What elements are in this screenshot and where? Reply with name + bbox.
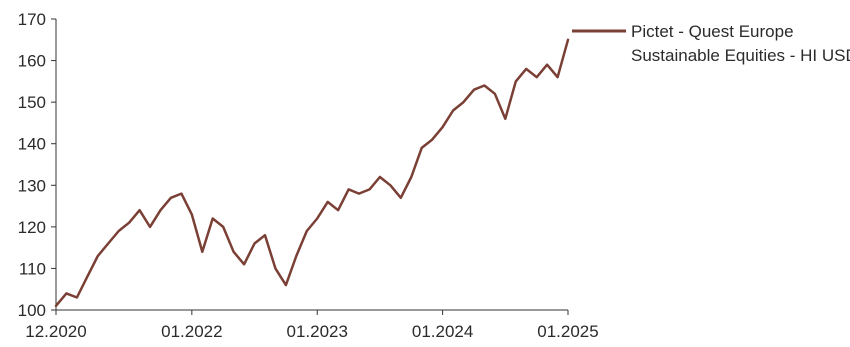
legend-label-line: Sustainable Equities - HI USD bbox=[631, 46, 850, 65]
legend: Pictet - Quest Europe Sustainable Equitie… bbox=[572, 22, 850, 65]
x-tick-label: 01.2025 bbox=[537, 322, 598, 341]
y-tick-label: 170 bbox=[18, 10, 46, 29]
x-tick-label: 12.2020 bbox=[25, 322, 86, 341]
x-tick-label: 01.2023 bbox=[286, 322, 347, 341]
x-axis-ticks: 12.2020 01.2022 01.2023 01.2024 01.2025 bbox=[25, 310, 599, 341]
y-tick-label: 120 bbox=[18, 218, 46, 237]
y-tick-label: 130 bbox=[18, 176, 46, 195]
y-tick-label: 140 bbox=[18, 135, 46, 154]
legend-label-line: Pictet - Quest Europe bbox=[631, 22, 794, 41]
legend-label: Pictet - Quest Europe Sustainable Equitie… bbox=[631, 22, 850, 65]
y-axis-ticks: 100 110 120 130 140 150 160 170 bbox=[18, 10, 56, 320]
series-line bbox=[54, 38, 570, 308]
y-tick-label: 110 bbox=[19, 259, 46, 278]
x-tick-label: 01.2024 bbox=[412, 322, 473, 341]
series-layer bbox=[54, 38, 570, 308]
x-tick-label: 01.2022 bbox=[161, 322, 222, 341]
y-tick-label: 100 bbox=[18, 301, 46, 320]
y-tick-label: 160 bbox=[18, 52, 46, 71]
y-tick-label: 150 bbox=[18, 93, 46, 112]
